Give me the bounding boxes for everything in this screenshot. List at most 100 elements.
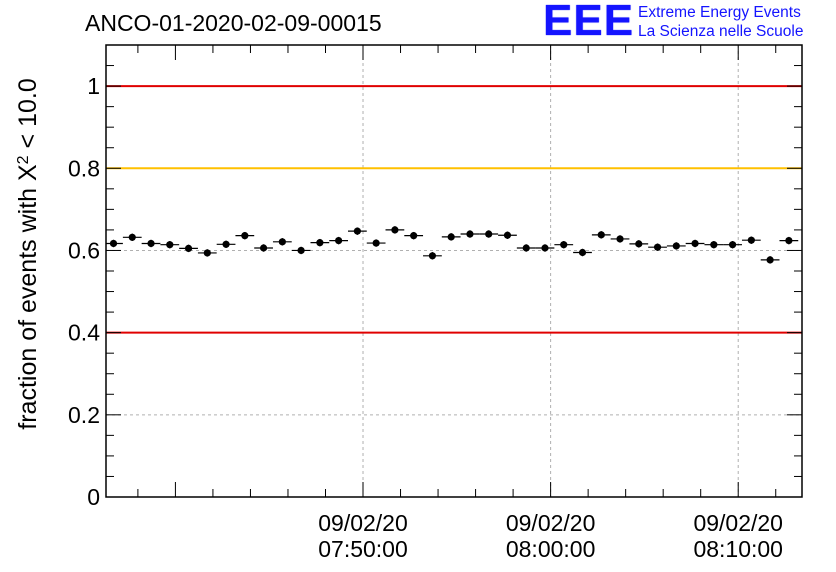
data-marker (653, 243, 662, 251)
data-marker (128, 233, 136, 241)
data-point (760, 256, 780, 264)
logo-line-2: La Scienza nelle Scuole (638, 23, 804, 40)
data-marker (203, 249, 211, 257)
eee-logo-letters: EEE (543, 0, 635, 45)
data-marker (353, 227, 361, 235)
data-marker (541, 244, 549, 252)
x-tick-label-date: 09/02/20 (693, 510, 783, 536)
data-point (366, 239, 386, 247)
data-point (554, 241, 574, 249)
data-point (310, 238, 330, 247)
data-point (629, 240, 649, 248)
data-point (648, 243, 667, 251)
data-marker (372, 239, 380, 247)
data-marker (597, 231, 605, 239)
data-marker (616, 235, 624, 243)
data-marker (522, 244, 530, 252)
data-point (179, 244, 198, 253)
data-marker (466, 230, 474, 238)
data-point (348, 227, 367, 235)
data-marker (184, 244, 193, 252)
data-point (141, 239, 161, 248)
y-tick-label: 0.6 (68, 237, 100, 263)
data-marker (747, 236, 755, 244)
y-tick-label: 1 (87, 73, 100, 99)
data-point (106, 239, 123, 248)
data-point (423, 252, 442, 260)
data-marker (691, 239, 699, 248)
data-point (591, 231, 611, 239)
data-point (723, 241, 742, 249)
data-marker (428, 252, 437, 260)
data-point (216, 240, 236, 248)
data-point (498, 231, 517, 239)
data-point (197, 249, 217, 257)
data-point (404, 231, 424, 240)
y-label-text: fraction of events with Χ (14, 164, 42, 430)
data-marker (147, 239, 155, 248)
data-marker (259, 244, 268, 252)
data-marker (672, 242, 680, 250)
data-marker (635, 240, 643, 248)
data-marker (391, 226, 399, 234)
y-axis-label: fraction of events with Χ2 < 10.0 (14, 78, 42, 429)
data-marker (560, 241, 568, 249)
y-tick-label: 0.8 (68, 155, 100, 181)
x-tick-label-date: 09/02/20 (506, 510, 596, 536)
x-tick-label-time: 07:50:00 (318, 536, 408, 562)
data-marker (109, 239, 118, 248)
data-point (685, 239, 705, 248)
data-point (779, 236, 799, 245)
data-marker (503, 231, 512, 239)
data-marker (278, 238, 286, 246)
data-point (460, 230, 480, 238)
plot-frame (105, 44, 803, 498)
y-tick-label: 0.4 (68, 320, 100, 346)
data-marker (410, 232, 418, 240)
data-point (704, 241, 724, 249)
data-marker (785, 236, 793, 245)
data-points (106, 226, 799, 264)
data-point (535, 244, 555, 252)
x-tick-label-date: 09/02/20 (318, 510, 408, 536)
reference-lines (106, 85, 802, 334)
data-point (329, 236, 349, 245)
data-point (235, 231, 255, 240)
data-point (479, 230, 499, 238)
data-marker (297, 246, 305, 255)
y-tick-label: 0 (87, 484, 100, 510)
data-point (666, 242, 686, 250)
logo-line-1: Extreme Energy Events (638, 4, 801, 21)
data-point (741, 236, 761, 244)
x-tick-label-time: 08:10:00 (693, 536, 783, 562)
data-marker (485, 230, 493, 238)
tick-labels: 00.20.40.60.8109/02/2007:50:0009/02/2008… (68, 73, 783, 562)
data-marker (447, 233, 455, 241)
data-point (122, 233, 142, 242)
y-label-superscript: 2 (15, 155, 32, 164)
axis-ticks (106, 44, 802, 498)
data-marker (578, 248, 587, 257)
chart-title: ANCO-01-2020-02-09-00015 (85, 10, 382, 36)
data-point (573, 248, 592, 257)
data-point (385, 226, 405, 234)
grid (106, 45, 802, 497)
y-tick-label: 0.2 (68, 402, 100, 428)
data-point (254, 244, 273, 252)
data-marker (766, 256, 774, 264)
data-point (441, 233, 461, 241)
data-marker (222, 240, 230, 248)
data-point (516, 244, 536, 252)
data-marker (335, 236, 343, 245)
data-point (610, 235, 630, 243)
data-marker (710, 241, 718, 249)
data-marker (241, 232, 249, 240)
data-marker (728, 241, 737, 249)
data-point (160, 241, 180, 249)
eee-logo: EEE Extreme Energy Events La Scienza nel… (543, 0, 833, 46)
data-marker (166, 241, 174, 249)
data-point (291, 246, 311, 255)
y-label-threshold: < 10.0 (14, 78, 42, 155)
x-tick-label-time: 08:00:00 (506, 536, 596, 562)
